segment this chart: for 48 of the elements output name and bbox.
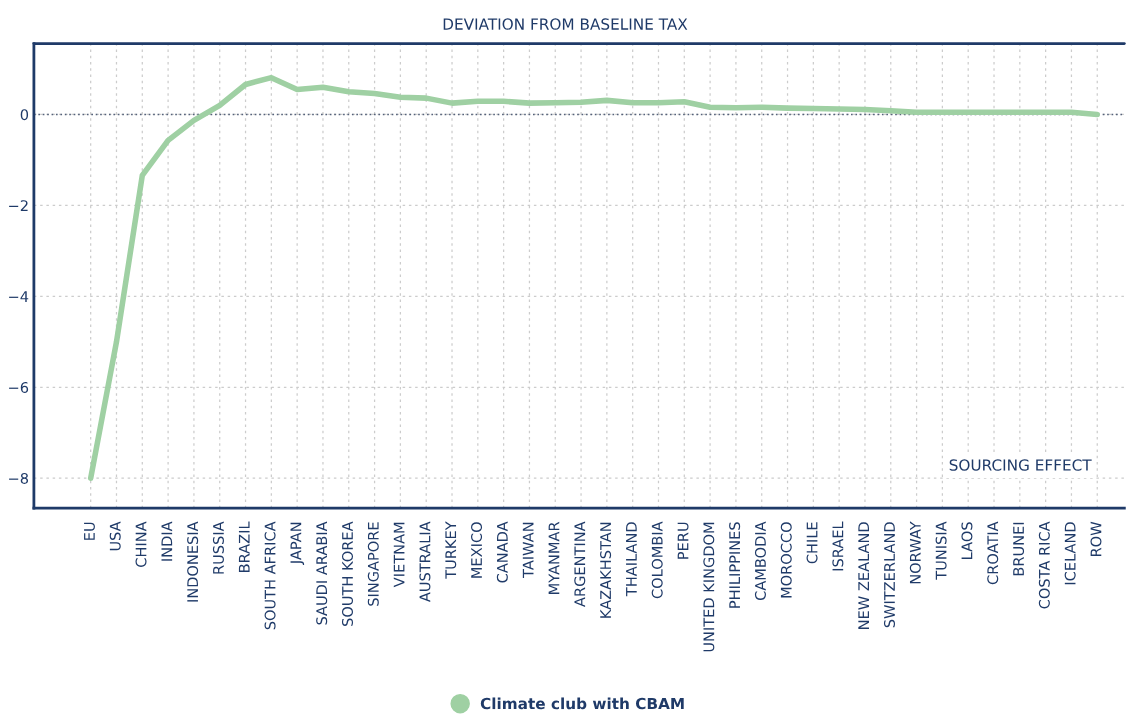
- x-tick-label: SINGAPORE: [367, 522, 379, 606]
- x-tick-label: LAOS: [961, 522, 973, 559]
- x-tick-label: COSTA RICA: [1038, 521, 1050, 609]
- x-tick-label: KAZAKHSTAN: [600, 522, 612, 618]
- x-tick-label: CHINA: [135, 521, 147, 567]
- y-tick-label: 0: [20, 109, 29, 121]
- x-tick-label: SWITZERLAND: [883, 522, 896, 628]
- x-tick-label: JAPAN: [290, 522, 305, 565]
- x-tick-label: SOUTH KOREA: [341, 521, 354, 626]
- x-tick-label: PERU: [677, 522, 689, 559]
- x-tick-label: COLOMBIA: [651, 521, 663, 599]
- x-tick-label: ROW: [1090, 521, 1102, 556]
- x-tick-label: MYANMAR: [548, 521, 560, 594]
- x-tick-label: USA: [109, 521, 121, 551]
- y-tick-label: −6: [9, 381, 29, 394]
- y-tick-label: −8: [9, 472, 29, 484]
- x-tick-label: CANADA: [496, 521, 508, 583]
- x-tick-label: PHILIPPINES: [729, 522, 741, 608]
- x-tick-label: BRAZIL: [238, 521, 250, 572]
- x-tick-label: BRUNEI: [1013, 522, 1025, 576]
- x-tick-label: MOROCCO: [780, 522, 792, 598]
- x-tick-label: NORWAY: [909, 521, 921, 584]
- x-tick-label: SAUDI ARABIA: [316, 521, 328, 625]
- x-tick-label: INDIA: [161, 521, 173, 561]
- x-tick-label: ICELAND: [1064, 522, 1076, 585]
- annotation: SOURCING EFFECT: [949, 459, 1092, 471]
- y-tick-label: −2: [9, 200, 28, 211]
- y-tick-label: −4: [9, 291, 29, 302]
- x-tick-label: TURKEY: [445, 521, 457, 579]
- x-tick-label: ISRAEL: [832, 521, 844, 571]
- x-tick-label: CROATIA: [987, 521, 999, 585]
- x-tick-label: EU: [84, 522, 95, 540]
- x-tick-label: AUSTRALIA: [419, 521, 431, 603]
- x-tick-label: THAILAND: [626, 522, 637, 597]
- x-tick-label: TAIWAN: [522, 522, 534, 578]
- x-tick-label: TUNISIA: [935, 521, 947, 580]
- x-tick-label: CAMBODIA: [754, 521, 766, 601]
- legend-label: Climate club with CBAM: [480, 697, 684, 710]
- x-tick-label: CHILE: [806, 522, 818, 564]
- x-tick-label: SOUTH AFRICA: [264, 521, 276, 630]
- chart-title: DEVIATION FROM BASELINE TAX: [443, 18, 688, 30]
- x-tick-label: NEW ZEALAND: [858, 522, 869, 629]
- x-tick-label: INDONESIA: [187, 521, 199, 602]
- x-tick-label: RUSSIA: [212, 521, 224, 574]
- x-tick-label: VIETNAM: [393, 522, 405, 588]
- x-tick-label: UNITED KINGDOM: [703, 522, 715, 652]
- x-tick-label: ARGENTINA: [574, 521, 586, 607]
- x-tick-label: MEXICO: [471, 522, 483, 578]
